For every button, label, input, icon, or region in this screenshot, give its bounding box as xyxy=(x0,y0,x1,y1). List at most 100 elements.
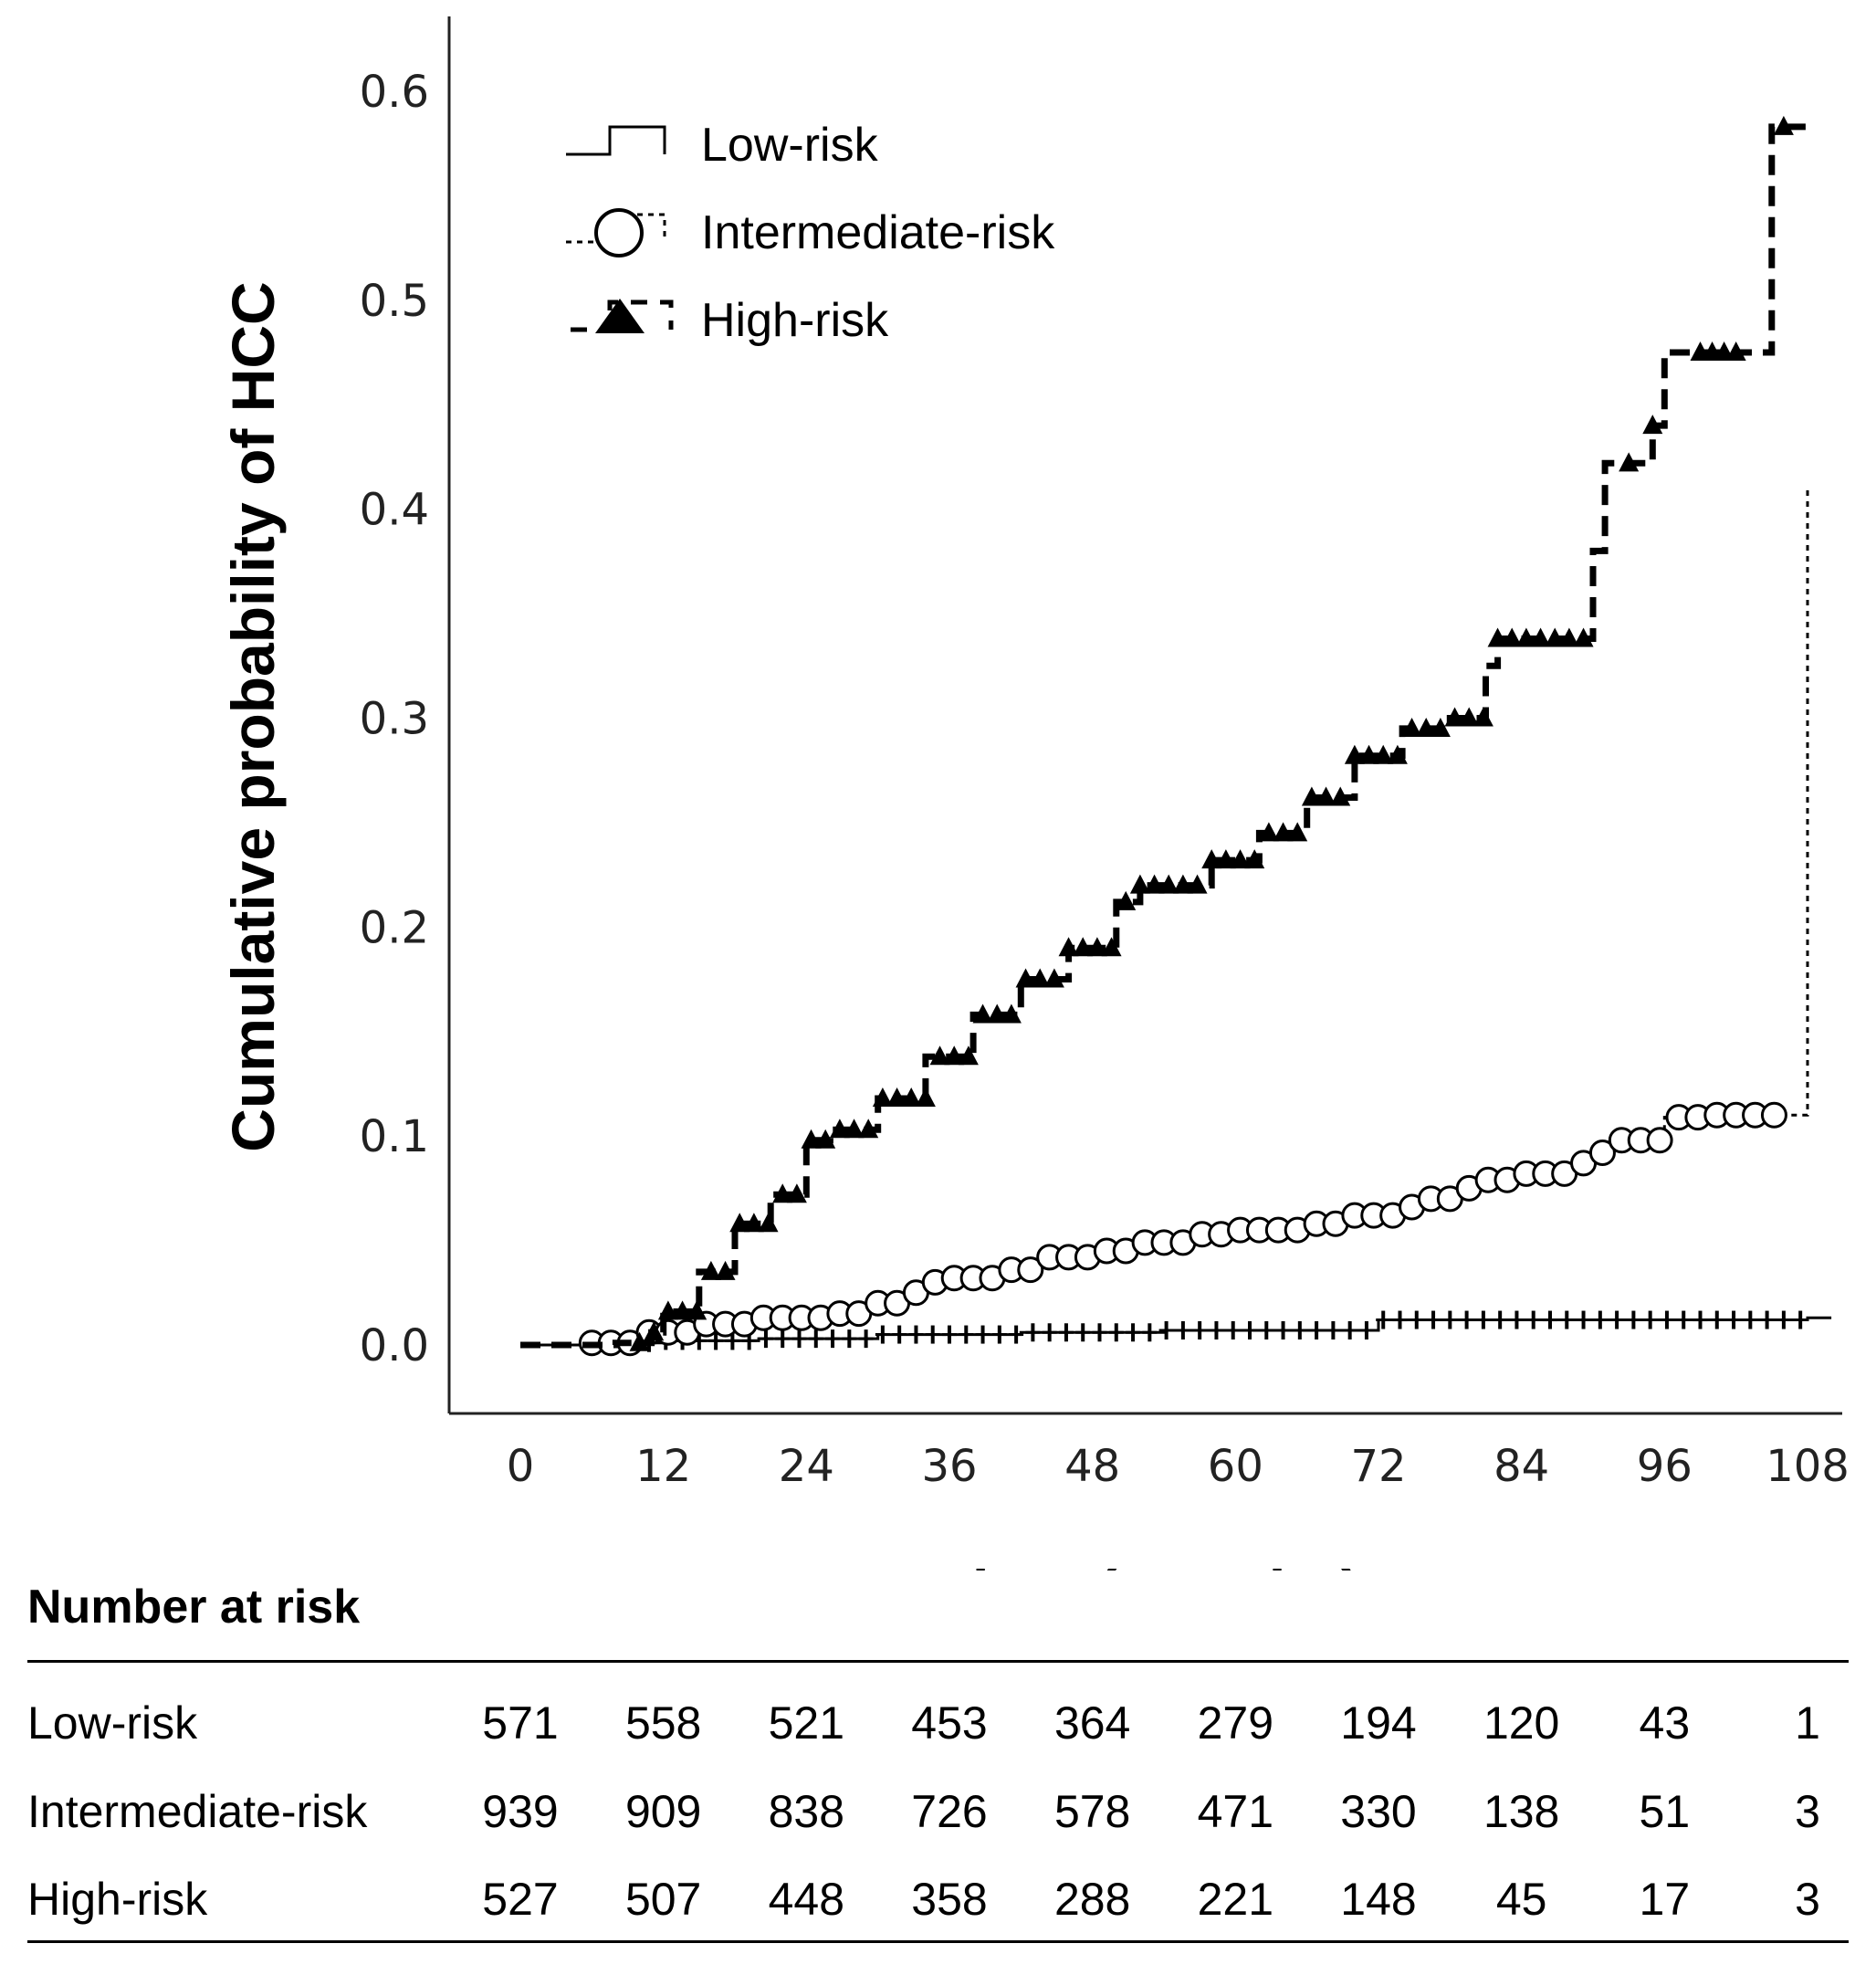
censor-mark xyxy=(872,1087,893,1107)
censor-mark xyxy=(886,1087,907,1107)
censor-mark xyxy=(842,1329,857,1349)
censor-mark xyxy=(1525,1310,1541,1329)
censor-mark xyxy=(908,1325,924,1344)
risk-count: 51 xyxy=(1639,1786,1691,1837)
censor-mark xyxy=(1042,1323,1057,1342)
censor-mark xyxy=(1015,968,1036,988)
x-tick-label: 96 xyxy=(1637,1441,1693,1492)
legend-item: Low-risk xyxy=(566,119,879,172)
censor-mark xyxy=(775,1329,791,1349)
censor-mark xyxy=(1559,1310,1575,1329)
censor-mark xyxy=(858,1119,879,1139)
censor-mark xyxy=(1646,1127,1673,1154)
series-layer xyxy=(520,115,1832,1357)
risk-count: 909 xyxy=(624,1786,702,1837)
censor-mark xyxy=(1676,1310,1692,1329)
censor-mark xyxy=(1158,1320,1174,1339)
censor-mark xyxy=(1129,874,1150,894)
censor-mark xyxy=(1592,1310,1608,1329)
censor-mark xyxy=(715,1260,736,1280)
censor-mark xyxy=(1126,1323,1141,1342)
censor-mark xyxy=(1172,874,1193,894)
risk-count: 45 xyxy=(1495,1874,1547,1925)
risk-count: 138 xyxy=(1483,1786,1560,1837)
censor-mark xyxy=(758,1329,773,1349)
censor-mark xyxy=(657,1300,678,1320)
censor-mark xyxy=(1275,1320,1291,1339)
censor-mark xyxy=(1242,1320,1257,1339)
censor-mark xyxy=(815,1129,836,1149)
censor-mark xyxy=(1292,1320,1307,1339)
censor-mark xyxy=(1442,1310,1458,1329)
censor-mark xyxy=(1058,1323,1074,1342)
risk-row-group: Low-risk xyxy=(27,1697,198,1749)
censor-mark xyxy=(1475,1310,1491,1329)
censor-mark xyxy=(875,1325,890,1344)
risk-count: 17 xyxy=(1639,1874,1691,1925)
risk-count: 330 xyxy=(1340,1786,1417,1837)
censor-mark xyxy=(1075,1323,1091,1342)
censor-mark xyxy=(1558,627,1579,647)
risk-count: 43 xyxy=(1639,1697,1691,1749)
censor-mark xyxy=(1201,849,1222,869)
censor-mark xyxy=(1230,849,1251,869)
censor-mark xyxy=(729,1213,750,1233)
y-axis-ticks: 0.0 0.1 0.2 0.3 0.4 0.5 0.6 xyxy=(360,67,429,1371)
censor-mark xyxy=(987,1003,1008,1024)
chart: 0.0 0.1 0.2 0.3 0.4 0.5 0.6 0 12 24 36 48 60 72 84 96 1… xyxy=(219,16,1850,1571)
risk-count: 527 xyxy=(482,1874,559,1925)
censor-mark xyxy=(1459,1310,1474,1329)
censor-mark xyxy=(1009,1325,1024,1344)
censor-mark xyxy=(743,1213,764,1233)
censor-mark xyxy=(972,1003,993,1024)
risk-table-top-rule xyxy=(27,1660,1849,1663)
censor-mark xyxy=(1017,1256,1044,1284)
censor-mark xyxy=(791,1329,807,1349)
censor-mark xyxy=(991,1325,1007,1344)
legend-swatch xyxy=(571,299,674,332)
censor-mark xyxy=(1101,937,1122,957)
censor-mark xyxy=(1086,937,1107,957)
censor-mark xyxy=(686,1300,707,1320)
x-tick-label: 84 xyxy=(1493,1441,1549,1492)
x-axis-ticks: 0 12 24 36 48 60 72 84 96 108 xyxy=(507,1441,1850,1492)
censor-mark xyxy=(1144,874,1165,894)
risk-count: 364 xyxy=(1053,1697,1131,1749)
risk-count: 288 xyxy=(1053,1874,1131,1925)
x-axis-label: Time (months) xyxy=(935,1558,1361,1571)
risk-count: 726 xyxy=(911,1786,988,1837)
censor-mark xyxy=(644,1321,665,1341)
x-tick-label: 108 xyxy=(1766,1441,1850,1492)
censor-mark xyxy=(1330,786,1351,806)
censor-mark xyxy=(892,1325,907,1344)
y-tick-label: 0.0 xyxy=(360,1320,429,1371)
censor-mark xyxy=(975,1325,990,1344)
censor-mark xyxy=(1430,717,1451,737)
censor-mark xyxy=(758,1213,779,1233)
censor-mark xyxy=(786,1183,807,1203)
censor-mark xyxy=(901,1087,922,1107)
censor-mark xyxy=(772,1183,793,1203)
censor-mark xyxy=(1225,1320,1241,1339)
x-tick-label: 48 xyxy=(1064,1441,1120,1492)
censor-mark xyxy=(1301,786,1322,806)
censor-mark xyxy=(1209,1320,1224,1339)
censor-mark xyxy=(1502,627,1523,647)
risk-row-group: High-risk xyxy=(27,1874,208,1925)
censor-mark xyxy=(1342,1320,1357,1339)
censor-mark xyxy=(1426,1310,1441,1329)
y-tick-label: 0.6 xyxy=(360,67,429,118)
censor-mark xyxy=(1387,744,1408,764)
y-tick-label: 0.1 xyxy=(360,1111,429,1162)
censor-mark xyxy=(1709,1310,1724,1329)
censor-mark xyxy=(1142,1323,1158,1342)
censor-mark xyxy=(915,1087,936,1107)
censor-mark xyxy=(1358,744,1379,764)
censor-mark xyxy=(1609,1310,1625,1329)
censor-mark xyxy=(829,1119,850,1139)
censor-mark xyxy=(801,1129,822,1149)
x-tick-label: 72 xyxy=(1350,1441,1406,1492)
censor-mark xyxy=(925,1325,940,1344)
censor-mark xyxy=(1773,115,1794,135)
risk-table-title: Number at risk xyxy=(27,1581,361,1634)
